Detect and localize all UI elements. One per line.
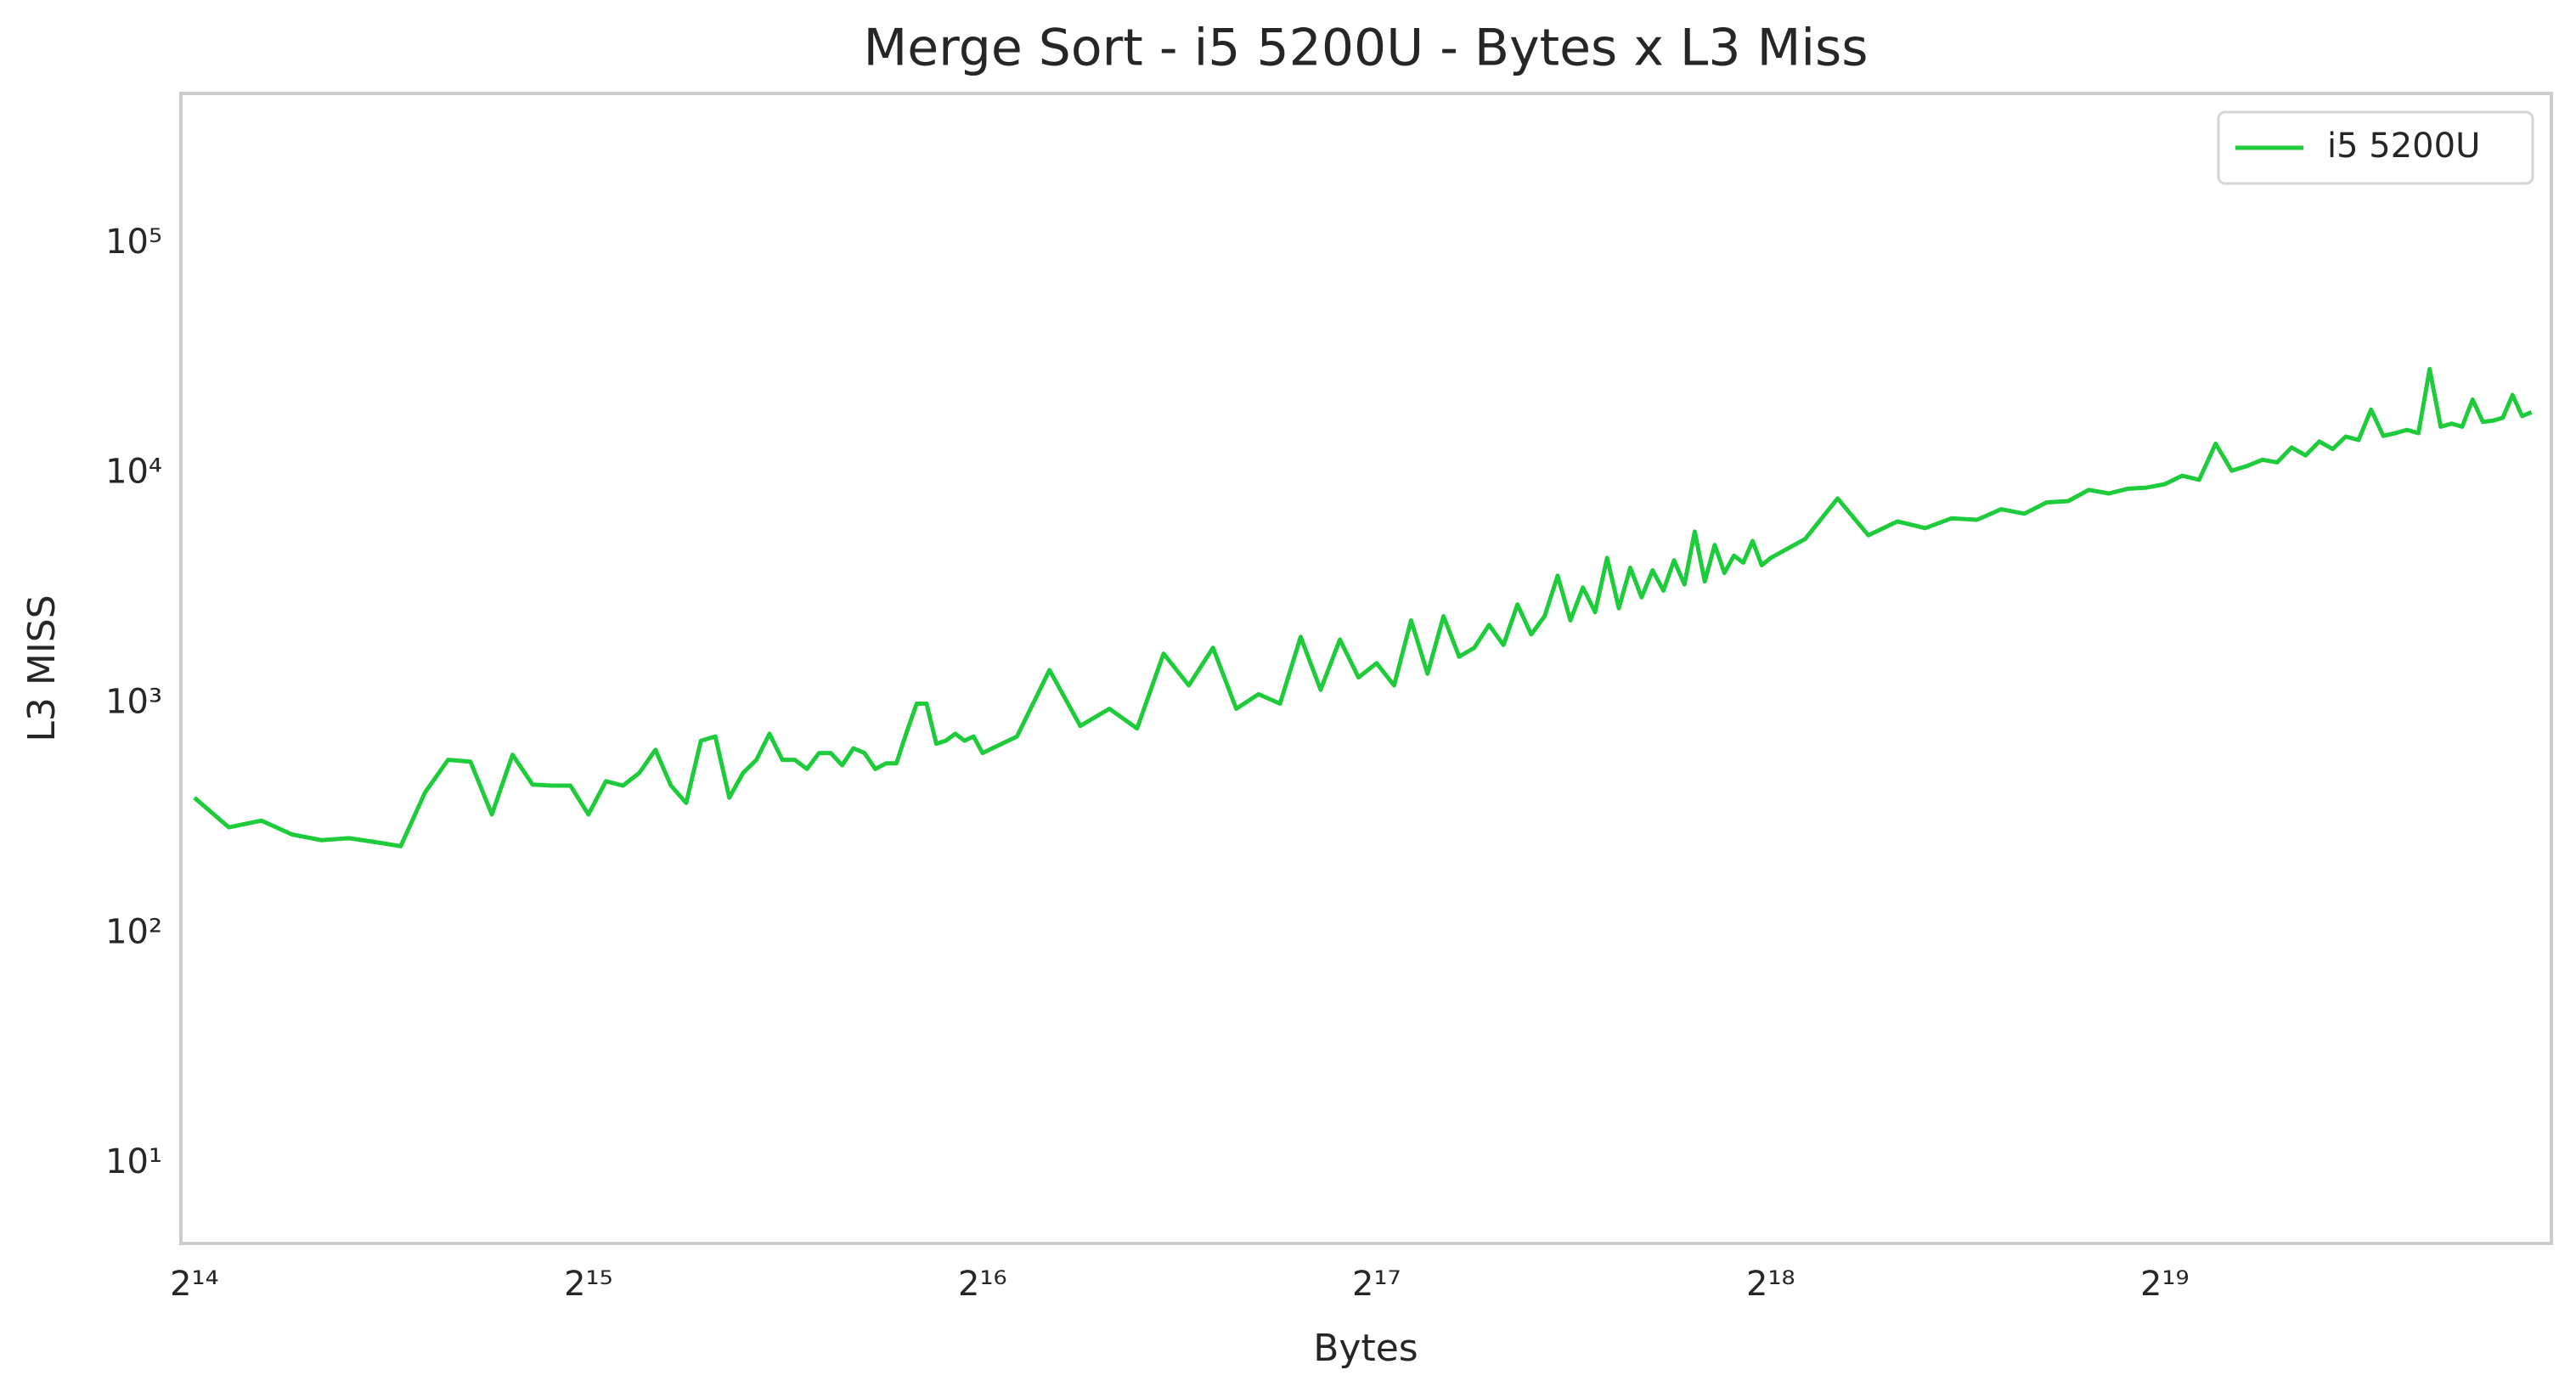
- x-tick-label: 2¹⁷: [1352, 1265, 1401, 1304]
- legend-box: [2217, 110, 2534, 185]
- y-tick-label: 10⁵: [105, 223, 162, 262]
- x-tick-label: 2¹⁶: [958, 1265, 1007, 1304]
- chart-title: Merge Sort - i5 5200U - Bytes x L3 Miss: [863, 19, 1868, 78]
- y-axis-label: L3 MISS: [20, 595, 64, 741]
- y-tick-label: 10¹: [105, 1142, 162, 1181]
- y-tick-label: 10⁴: [105, 453, 162, 492]
- x-tick-label: 2¹⁴: [170, 1265, 219, 1304]
- x-tick-label: 2¹⁵: [564, 1265, 613, 1304]
- x-tick-label: 2¹⁹: [2140, 1265, 2190, 1304]
- x-axis-label: Bytes: [1313, 1327, 1418, 1370]
- data-line: [193, 367, 2533, 848]
- x-tick-label: 2¹⁸: [1746, 1265, 1795, 1304]
- y-tick-label: 10³: [105, 682, 162, 721]
- y-tick-label: 10²: [105, 912, 162, 951]
- legend-label: i5 5200U: [2327, 127, 2480, 166]
- plot-frame: [179, 92, 2553, 1245]
